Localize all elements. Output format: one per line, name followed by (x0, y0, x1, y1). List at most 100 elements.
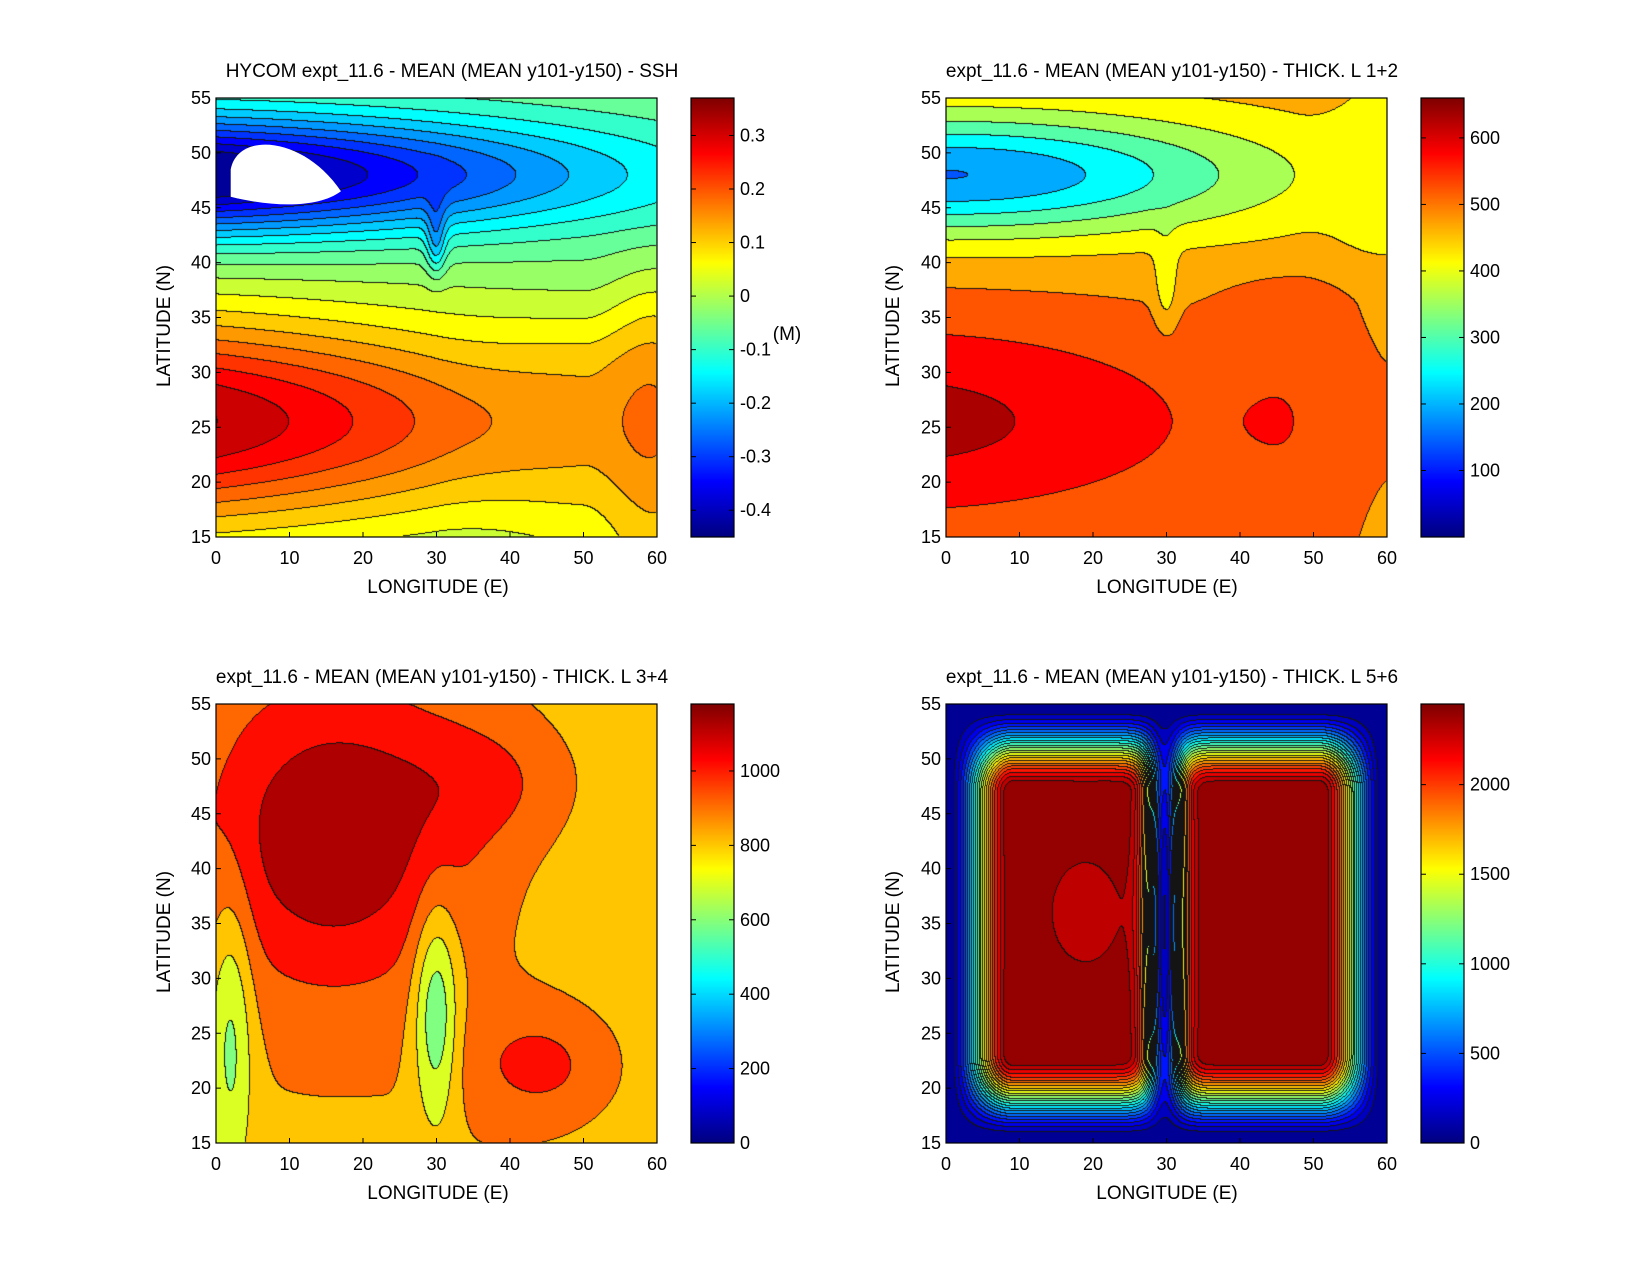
colorbar-tick-label: 1000 (740, 761, 780, 781)
y-tick-label: 20 (921, 472, 941, 492)
x-tick-label: 50 (1303, 548, 1323, 568)
x-tick-label: 20 (353, 1154, 373, 1174)
colorbar-tick-label: 200 (1470, 394, 1500, 414)
colorbar-tick-label: 300 (1470, 327, 1500, 347)
colorbar-tick-label: 0.3 (740, 125, 765, 145)
colorbar-tick-label: 500 (1470, 1043, 1500, 1063)
y-tick-label: 20 (921, 1078, 941, 1098)
colorbar-tick-label: 0 (740, 1133, 750, 1153)
y-tick-label: 25 (191, 1023, 211, 1043)
y-tick-label: 45 (191, 804, 211, 824)
colorbar-tick-label: 600 (1470, 128, 1500, 148)
y-axis-label: LATITUDE (N) (883, 871, 904, 993)
colorbar: -0.4 -0.3 -0.2 -0.1 0 0.1 0.2 0.3 (690, 97, 771, 538)
x-tick-label: 30 (1156, 1154, 1176, 1174)
plot-area: 0 10 20 30 40 50 60 15 20 25 30 35 40 45 50 55 (191, 694, 667, 1174)
plot-area: 0 10 20 30 40 50 60 15 20 25 30 35 40 45 50 55 (191, 88, 667, 568)
colorbar-tick-label: 0 (1470, 1133, 1480, 1153)
x-tick-label: 10 (1009, 1154, 1029, 1174)
y-tick-label: 55 (191, 694, 211, 714)
colorbar-tick-label: -0.1 (740, 340, 771, 360)
panel-title: expt_11.6 - MEAN (MEAN y101-y150) - THIC… (946, 667, 1398, 688)
colorbar-tick-label: 400 (1470, 261, 1500, 281)
colorbar-tick-label: 1000 (1470, 954, 1510, 974)
x-axis-label: LONGITUDE (E) (1096, 1183, 1237, 1204)
panel-title: expt_11.6 - MEAN (MEAN y101-y150) - THIC… (946, 61, 1398, 82)
panel-thick-l34: expt_11.6 - MEAN (MEAN y101-y150) - THIC… (154, 667, 780, 1204)
y-tick-label: 50 (191, 143, 211, 163)
y-tick-label: 15 (191, 1133, 211, 1153)
x-tick-label: 60 (647, 1154, 667, 1174)
y-tick-label: 30 (191, 362, 211, 382)
y-tick-label: 20 (191, 472, 211, 492)
plot-area: 0 10 20 30 40 50 60 15 20 25 30 35 40 45 50 55 (921, 88, 1397, 568)
colorbar-gradient (1421, 704, 1464, 1143)
x-tick-label: 0 (211, 1154, 221, 1174)
y-tick-label: 55 (921, 88, 941, 108)
y-tick-label: 20 (191, 1078, 211, 1098)
panel-thick-l56: expt_11.6 - MEAN (MEAN y101-y150) - THIC… (883, 667, 1510, 1204)
y-tick-label: 35 (191, 914, 211, 934)
colorbar-gradient (1421, 98, 1464, 537)
colorbar-tick-label: 400 (740, 984, 770, 1004)
y-tick-label: 55 (191, 88, 211, 108)
y-tick-label: 50 (921, 749, 941, 769)
panel-thick-l12: expt_11.6 - MEAN (MEAN y101-y150) - THIC… (883, 61, 1500, 598)
colorbar-tick-label: -0.2 (740, 393, 771, 413)
colorbar-tick-label: -0.4 (740, 500, 771, 520)
colorbar-tick-label: 100 (1470, 460, 1500, 480)
data-gap-patch (230, 144, 341, 205)
y-tick-label: 15 (191, 527, 211, 547)
colorbar-box (1420, 97, 1465, 538)
contour-field (946, 704, 1387, 1143)
panel-title: expt_11.6 - MEAN (MEAN y101-y150) - THIC… (216, 667, 669, 688)
y-tick-label: 45 (191, 198, 211, 218)
panel-title: HYCOM expt_11.6 - MEAN (MEAN y101-y150) … (226, 61, 679, 82)
x-axis-label: LONGITUDE (E) (367, 1183, 508, 1204)
y-tick-label: 40 (191, 253, 211, 273)
x-tick-label: 10 (1009, 548, 1029, 568)
y-tick-label: 50 (921, 143, 941, 163)
y-axis-label: LATITUDE (N) (154, 265, 175, 387)
plot-area: 0 10 20 30 40 50 60 15 20 25 30 35 40 45 50 55 (921, 694, 1397, 1174)
colorbar-box (690, 703, 735, 1144)
x-axis-label: LONGITUDE (E) (1096, 577, 1237, 598)
y-tick-label: 15 (921, 1133, 941, 1153)
colorbar-tick-label: 0 (740, 286, 750, 306)
x-tick-label: 40 (500, 548, 520, 568)
x-tick-label: 60 (1377, 548, 1397, 568)
y-tick-label: 35 (921, 914, 941, 934)
colorbar-tick-label: 2000 (1470, 775, 1510, 795)
x-tick-label: 40 (1230, 548, 1250, 568)
colorbar-gradient (691, 704, 734, 1143)
colorbar-tick-label: 200 (740, 1059, 770, 1079)
colorbar-tick-label: -0.3 (740, 447, 771, 467)
x-tick-label: 40 (500, 1154, 520, 1174)
y-tick-label: 15 (921, 527, 941, 547)
y-tick-label: 30 (921, 968, 941, 988)
colorbar: 100 200 300 400 500 600 (1420, 97, 1500, 538)
colorbar-box (690, 97, 735, 538)
y-tick-label: 25 (921, 1023, 941, 1043)
colorbar: 0 200 400 600 800 1000 (690, 703, 780, 1153)
x-tick-label: 20 (1083, 548, 1103, 568)
x-tick-label: 60 (647, 548, 667, 568)
y-tick-label: 40 (921, 859, 941, 879)
y-tick-label: 40 (921, 253, 941, 273)
x-tick-label: 20 (353, 548, 373, 568)
y-tick-label: 35 (921, 308, 941, 328)
y-tick-label: 45 (921, 198, 941, 218)
x-tick-label: 0 (941, 548, 951, 568)
y-tick-label: 35 (191, 308, 211, 328)
colorbar-box (1420, 703, 1465, 1144)
x-tick-label: 60 (1377, 1154, 1397, 1174)
x-tick-label: 30 (1156, 548, 1176, 568)
x-tick-label: 10 (279, 1154, 299, 1174)
contour-field (946, 98, 1387, 537)
colorbar: 0 500 1000 1500 2000 (1420, 703, 1510, 1153)
y-axis-label: LATITUDE (N) (154, 871, 175, 993)
y-tick-label: 30 (191, 968, 211, 988)
x-tick-label: 20 (1083, 1154, 1103, 1174)
x-tick-label: 0 (941, 1154, 951, 1174)
